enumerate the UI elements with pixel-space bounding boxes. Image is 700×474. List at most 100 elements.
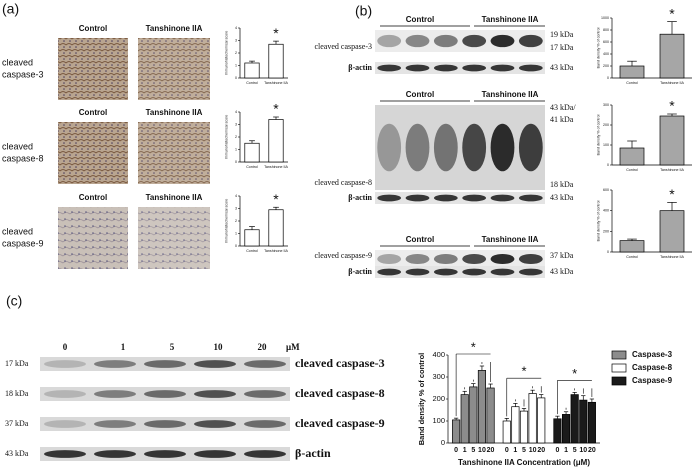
- error-bar: [581, 395, 586, 401]
- band: [490, 253, 515, 265]
- error-bar: [488, 383, 493, 388]
- error-bar: [521, 408, 527, 412]
- error-bar: [530, 389, 535, 394]
- x-tick-label: Control: [626, 255, 638, 259]
- dose-label: 10: [214, 342, 224, 352]
- y-axis-label: Band density % of control: [417, 353, 426, 446]
- legend-swatch: [611, 350, 627, 360]
- kda-label: 37 kDa: [5, 419, 29, 428]
- bar: [469, 386, 478, 444]
- column-header: Tanshinone IIA: [482, 15, 539, 24]
- y-tick-label: 300: [603, 103, 609, 107]
- bar: [268, 209, 284, 247]
- y-tick-label: 400: [603, 209, 609, 213]
- bar: [570, 394, 579, 444]
- kda-label: 43 kDa/: [550, 103, 576, 112]
- bar: [659, 115, 685, 166]
- y-tick-label: 1: [235, 147, 237, 151]
- band: [462, 64, 487, 72]
- row-label: cleaved caspase-9: [295, 416, 385, 430]
- y-tick-label: 0: [235, 76, 237, 80]
- x-tick-label: Tanshinone IIA: [264, 165, 288, 169]
- band: [44, 450, 86, 458]
- error-bar: [667, 113, 677, 116]
- x-tick-label: 5: [522, 447, 526, 454]
- band: [194, 390, 236, 398]
- y-tick-label: 0: [235, 244, 237, 248]
- legend-label: Caspase-8: [632, 363, 673, 372]
- band: [490, 194, 515, 202]
- band: [518, 64, 543, 72]
- kda-label: 43 kDa: [550, 193, 574, 202]
- y-tick-label: 200: [603, 229, 609, 233]
- y-tick-label: 1000: [601, 16, 609, 20]
- band: [377, 194, 402, 202]
- y-tick-label: 600: [603, 188, 609, 192]
- bar: [486, 387, 495, 444]
- dose-label: 20: [258, 342, 268, 352]
- row-label: caspase-8: [2, 153, 44, 163]
- y-tick-label: 1: [235, 63, 237, 67]
- row-label: β-actin: [348, 267, 372, 276]
- legend-swatch: [611, 376, 627, 386]
- y-tick-label: 2: [235, 135, 237, 139]
- histology-image: [138, 38, 210, 100]
- y-tick-label: 4: [235, 110, 237, 114]
- y-tick-label: 0: [607, 76, 609, 80]
- band: [518, 194, 543, 202]
- bar: [268, 119, 284, 163]
- bar: [619, 147, 645, 166]
- x-tick-label: 10: [478, 447, 486, 454]
- x-tick-label: 5: [573, 447, 577, 454]
- x-tick-label: Tanshinone IIA: [264, 81, 288, 85]
- band: [144, 390, 186, 398]
- bar: [519, 410, 529, 444]
- significance-mark: *: [273, 101, 279, 117]
- error-bar: [479, 365, 485, 371]
- band: [518, 268, 543, 276]
- row-label: cleaved: [2, 226, 33, 236]
- column-header: Control: [79, 108, 107, 117]
- kda-label: 19 kDa: [550, 30, 574, 39]
- band: [94, 360, 136, 368]
- bar: [561, 414, 571, 444]
- band: [405, 64, 430, 72]
- band: [405, 123, 430, 172]
- y-tick-label: 300: [432, 372, 445, 381]
- band: [194, 450, 236, 458]
- band: [433, 34, 458, 48]
- x-tick-label: Tanshinone IIA: [660, 168, 684, 172]
- y-axis-label: Immunohistochemical score: [224, 199, 228, 244]
- x-tick-label: Tanshinone IIA: [660, 255, 684, 259]
- bar: [460, 394, 469, 444]
- y-axis-label: Band density % of control: [596, 114, 600, 155]
- band: [405, 194, 430, 202]
- kda-label: 43 kDa: [550, 63, 574, 72]
- y-tick-label: 3: [235, 206, 237, 210]
- bar: [502, 420, 511, 444]
- kda-label: 18 kDa: [5, 389, 29, 398]
- y-tick-label: 3: [235, 38, 237, 42]
- row-label: cleaved caspase-8: [314, 178, 372, 187]
- y-tick-label: 100: [603, 143, 609, 147]
- x-tick-label: Control: [626, 168, 638, 172]
- kda-label: 43 kDa: [550, 267, 574, 276]
- kda-label: 17 kDa: [5, 359, 29, 368]
- row-label: caspase-3: [2, 69, 44, 79]
- dose-label: 0: [63, 342, 68, 352]
- kda-label: 17 kDa: [550, 43, 574, 52]
- row-label: cleaved: [2, 141, 33, 151]
- y-axis-label: Immunohistochemical score: [224, 115, 228, 160]
- band: [44, 360, 86, 368]
- x-tick-label: 0: [505, 447, 509, 454]
- band: [44, 390, 86, 398]
- column-header: Tanshinone IIA: [482, 90, 539, 99]
- error-bar: [273, 206, 279, 210]
- row-label: cleaved: [2, 57, 33, 67]
- histology-image: [58, 122, 128, 184]
- column-header: Control: [406, 90, 434, 99]
- x-tick-label: 1: [463, 447, 467, 454]
- y-axis-label: Band density % of control: [596, 27, 600, 68]
- row-label: β-actin: [348, 193, 372, 202]
- y-tick-label: 600: [603, 40, 609, 44]
